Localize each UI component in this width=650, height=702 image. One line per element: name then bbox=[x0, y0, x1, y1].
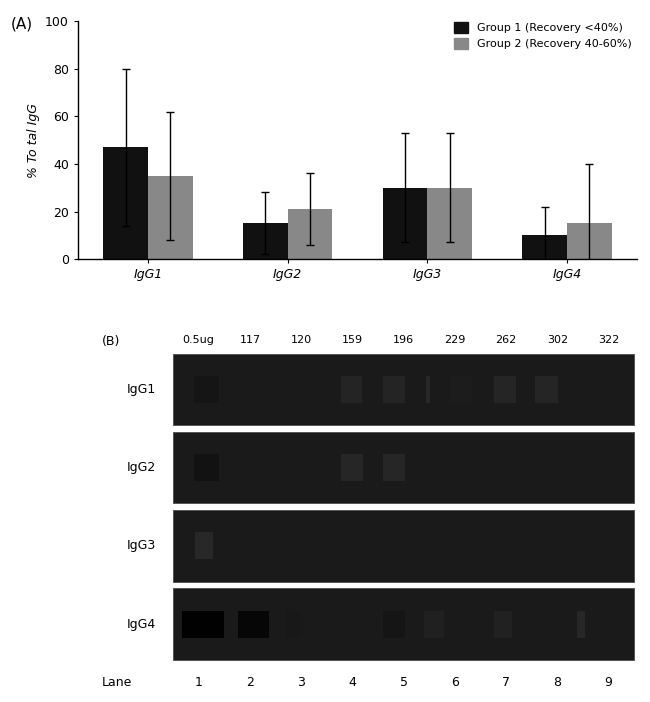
Bar bbox=[194, 376, 219, 403]
Bar bbox=[148, 176, 193, 259]
Text: 117: 117 bbox=[239, 335, 261, 345]
Bar bbox=[182, 611, 224, 637]
Text: 6: 6 bbox=[451, 675, 459, 689]
Text: 120: 120 bbox=[291, 335, 312, 345]
Text: 8: 8 bbox=[553, 675, 562, 689]
Text: IgG3: IgG3 bbox=[127, 539, 156, 552]
Bar bbox=[424, 611, 444, 637]
Text: IgG2: IgG2 bbox=[127, 461, 156, 474]
Bar bbox=[427, 187, 472, 259]
Text: 302: 302 bbox=[547, 335, 568, 345]
Text: 229: 229 bbox=[444, 335, 465, 345]
Text: Lane: Lane bbox=[102, 675, 132, 689]
Text: 5: 5 bbox=[400, 675, 408, 689]
Text: 1: 1 bbox=[195, 675, 203, 689]
Text: 196: 196 bbox=[393, 335, 414, 345]
Bar bbox=[195, 532, 213, 559]
Text: (A): (A) bbox=[11, 16, 33, 32]
Bar bbox=[535, 376, 558, 403]
Text: 322: 322 bbox=[598, 335, 619, 345]
Bar bbox=[493, 376, 515, 403]
Legend: Group 1 (Recovery <40%), Group 2 (Recovery 40-60%): Group 1 (Recovery <40%), Group 2 (Recove… bbox=[454, 22, 631, 49]
Bar bbox=[383, 454, 405, 482]
Bar bbox=[286, 611, 300, 637]
Bar bbox=[577, 611, 585, 637]
Bar bbox=[383, 376, 405, 403]
Text: 159: 159 bbox=[342, 335, 363, 345]
Text: 3: 3 bbox=[297, 675, 305, 689]
Bar bbox=[173, 510, 634, 582]
Bar bbox=[426, 376, 430, 403]
Text: (B): (B) bbox=[102, 335, 120, 348]
Bar bbox=[450, 376, 472, 403]
Text: 9: 9 bbox=[604, 675, 612, 689]
Text: 4: 4 bbox=[348, 675, 356, 689]
Text: IgG4: IgG4 bbox=[127, 618, 156, 630]
Bar bbox=[567, 223, 612, 259]
Bar bbox=[383, 611, 405, 637]
Bar bbox=[288, 209, 332, 259]
Bar bbox=[522, 235, 567, 259]
Bar bbox=[173, 588, 634, 660]
Text: 0.5ug: 0.5ug bbox=[183, 335, 214, 345]
Text: 262: 262 bbox=[495, 335, 517, 345]
Bar bbox=[194, 454, 219, 482]
Bar bbox=[238, 611, 269, 637]
Bar bbox=[243, 223, 288, 259]
Text: 7: 7 bbox=[502, 675, 510, 689]
Bar bbox=[383, 187, 427, 259]
Bar bbox=[173, 354, 634, 425]
Text: 2: 2 bbox=[246, 675, 254, 689]
Text: IgG1: IgG1 bbox=[127, 383, 156, 396]
Bar bbox=[103, 147, 148, 259]
Bar bbox=[173, 432, 634, 503]
Bar bbox=[493, 611, 512, 637]
Y-axis label: % To tal IgG: % To tal IgG bbox=[27, 102, 40, 178]
Bar bbox=[341, 454, 363, 482]
Bar bbox=[341, 376, 362, 403]
